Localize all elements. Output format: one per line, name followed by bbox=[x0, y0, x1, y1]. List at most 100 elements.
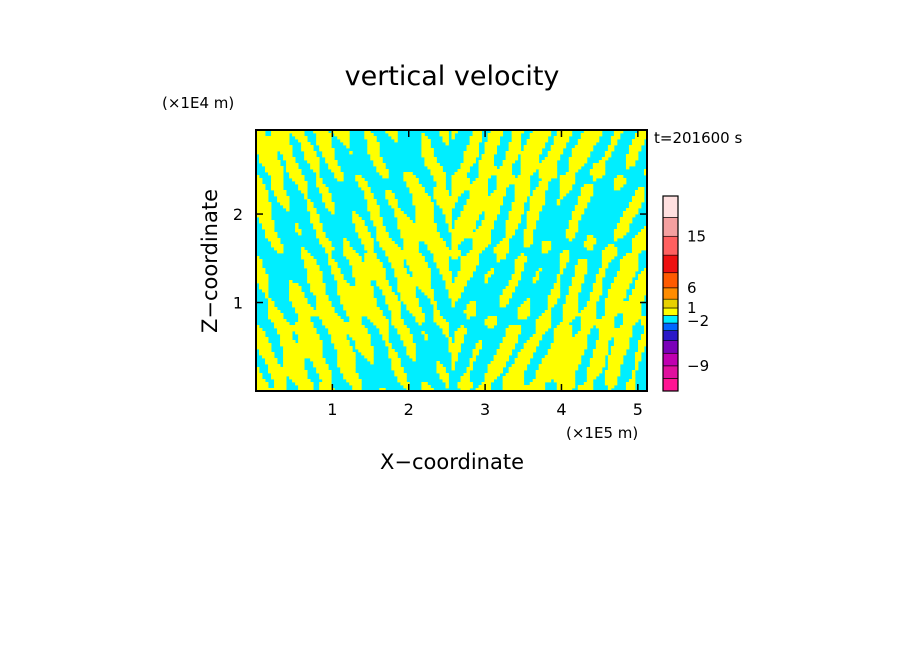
field-cell bbox=[355, 178, 365, 182]
field-cell bbox=[580, 193, 594, 197]
field-cell bbox=[274, 190, 287, 194]
field-cell bbox=[490, 268, 495, 272]
field-cell bbox=[367, 139, 377, 143]
field-cell bbox=[520, 172, 534, 176]
field-cell bbox=[622, 211, 639, 215]
field-cell bbox=[415, 217, 434, 221]
field-cell bbox=[394, 325, 407, 329]
field-cell bbox=[631, 250, 642, 254]
field-cell bbox=[454, 337, 464, 341]
field-cell bbox=[580, 322, 615, 326]
field-cell bbox=[430, 301, 437, 305]
field-cell bbox=[499, 241, 510, 245]
field-cell bbox=[268, 367, 305, 371]
field-cell bbox=[364, 256, 377, 260]
field-cell bbox=[568, 226, 579, 230]
field-cell bbox=[529, 136, 549, 140]
field-cell bbox=[385, 295, 398, 299]
field-cell bbox=[307, 199, 311, 203]
field-cell bbox=[484, 379, 494, 383]
field-cell bbox=[586, 373, 600, 377]
field-cell bbox=[433, 187, 446, 191]
field-cell bbox=[601, 157, 609, 161]
field-cell bbox=[394, 139, 398, 143]
field-cell bbox=[448, 346, 461, 350]
field-cell bbox=[406, 346, 416, 350]
field-cell bbox=[301, 190, 308, 194]
field-cell bbox=[466, 202, 504, 206]
field-cell bbox=[262, 355, 275, 359]
field-cell bbox=[310, 163, 320, 167]
field-cell bbox=[568, 169, 579, 173]
field-cell bbox=[496, 244, 510, 248]
field-cell bbox=[598, 328, 633, 332]
field-cell bbox=[529, 337, 543, 341]
field-cell bbox=[433, 256, 449, 260]
field-cell bbox=[370, 211, 380, 215]
field-cell bbox=[622, 214, 636, 218]
field-cell bbox=[271, 319, 287, 323]
field-cell bbox=[454, 223, 476, 227]
field-cell bbox=[322, 319, 344, 323]
field-cell bbox=[625, 388, 636, 391]
field-cell bbox=[439, 133, 449, 137]
field-cell bbox=[355, 175, 362, 179]
field-cell bbox=[571, 214, 582, 218]
field-cell bbox=[316, 298, 329, 302]
field-cell bbox=[286, 160, 296, 164]
field-cell bbox=[415, 319, 425, 323]
field-cell bbox=[559, 190, 570, 194]
field-cell bbox=[451, 130, 458, 134]
field-cell bbox=[445, 280, 452, 284]
field-cell bbox=[562, 316, 576, 320]
field-cell bbox=[451, 361, 455, 365]
field-cell bbox=[493, 247, 510, 251]
field-cell bbox=[307, 274, 323, 278]
field-cell bbox=[415, 220, 434, 224]
field-cell bbox=[412, 271, 431, 275]
field-cell bbox=[325, 160, 338, 164]
field-cell bbox=[505, 229, 516, 233]
field-cell bbox=[544, 355, 582, 359]
field-cell bbox=[574, 271, 588, 275]
field-cell bbox=[361, 187, 371, 191]
field-cell bbox=[628, 205, 642, 209]
field-cell bbox=[307, 160, 320, 164]
field-cell bbox=[493, 358, 510, 362]
field-cell bbox=[355, 346, 374, 350]
field-cell bbox=[373, 163, 386, 167]
field-cell bbox=[319, 316, 341, 320]
field-cell bbox=[298, 337, 320, 341]
field-cell bbox=[604, 313, 618, 317]
field-cell bbox=[538, 181, 549, 185]
field-cell bbox=[430, 169, 443, 173]
field-cell bbox=[442, 328, 449, 332]
field-cell bbox=[484, 322, 498, 326]
field-cell bbox=[256, 187, 266, 191]
field-cell bbox=[604, 370, 621, 374]
field-cell bbox=[319, 382, 332, 386]
colorbar-swatch bbox=[662, 254, 679, 274]
field-cell bbox=[622, 313, 642, 317]
field-cell bbox=[319, 187, 329, 191]
colorbar-swatch bbox=[662, 217, 679, 237]
field-cell bbox=[637, 232, 647, 236]
field-cell bbox=[466, 145, 479, 149]
field-cell bbox=[316, 367, 329, 371]
field-cell bbox=[472, 247, 485, 251]
field-cell bbox=[601, 250, 618, 254]
field-cell bbox=[397, 286, 416, 290]
field-cell bbox=[358, 232, 371, 236]
field-cell bbox=[583, 244, 594, 248]
field-cell bbox=[433, 193, 449, 197]
field-cell bbox=[526, 220, 537, 224]
field-cell bbox=[439, 130, 449, 134]
field-cell bbox=[355, 343, 371, 347]
field-cell bbox=[601, 256, 615, 260]
field-cell bbox=[454, 277, 470, 281]
field-cell bbox=[484, 211, 501, 215]
field-cell bbox=[529, 205, 543, 209]
field-cell bbox=[295, 310, 335, 314]
field-cell bbox=[310, 286, 326, 290]
field-cell bbox=[256, 385, 269, 389]
